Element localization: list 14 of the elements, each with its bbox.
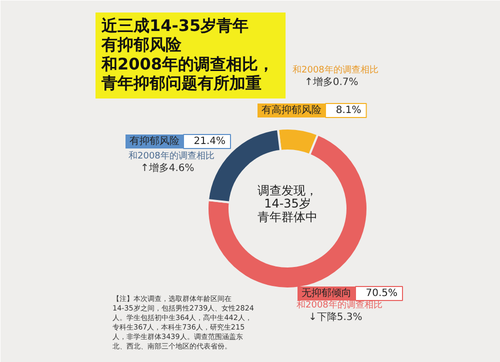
slice-label: 有高抑郁风险: [262, 104, 322, 116]
chart-title: 近三成14-35岁青年有抑郁风险: [100, 16, 249, 54]
chart-subtitle: 和2008年的调查相比，青年抑郁问题有所加重: [100, 54, 274, 93]
text: 和2008年的调查相比: [292, 64, 378, 76]
text: ↑增多0.7%: [304, 76, 358, 88]
data-label: 70.5%: [366, 288, 398, 299]
text: ↓下降5.3%: [308, 311, 362, 323]
text: 和2008年的调查相比: [128, 150, 214, 162]
text: ↑增多4.6%: [140, 162, 194, 174]
data-label: 21.4%: [194, 136, 226, 147]
slice-label: 有抑郁风险: [130, 135, 180, 147]
slice-label: 无抑郁倾向: [302, 287, 352, 299]
text: 调查发现，14-35岁青年群体中: [258, 184, 318, 224]
data-label: 8.1%: [336, 105, 362, 116]
